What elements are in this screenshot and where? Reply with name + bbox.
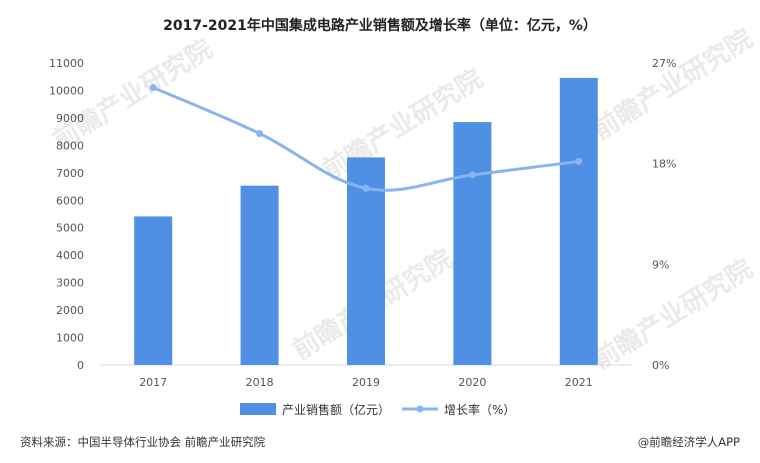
y-right-tick-label: 18% (652, 158, 676, 171)
bar (240, 185, 279, 365)
svg-text:前瞻产业研究院: 前瞻产业研究院 (587, 23, 758, 146)
y-right-tick-label: 27% (652, 57, 676, 70)
bar-series (134, 77, 598, 365)
line-series (149, 84, 583, 192)
legend-label-line: 增长率（%） (444, 402, 515, 417)
y-left-tick-label: 3000 (56, 277, 84, 290)
legend-label-bar: 产业销售额（亿元） (282, 402, 390, 417)
line-point (256, 129, 264, 137)
line-point (468, 171, 476, 179)
chart-title: 2017-2021年中国集成电路产业销售额及增长率（单位：亿元，%） (163, 17, 597, 34)
y-left-tick-label: 7000 (56, 167, 84, 180)
x-tick-label: 2020 (458, 376, 486, 389)
source-text: 资料来源：中国半导体行业协会 前瞻产业研究院 (20, 435, 266, 449)
legend-swatch-marker (416, 405, 424, 413)
y-left-tick-label: 1000 (56, 332, 84, 345)
y-left-tick-label: 4000 (56, 249, 84, 262)
x-tick-label: 2021 (565, 376, 593, 389)
y-left-tick-label: 9000 (56, 112, 84, 125)
y-left-tick-label: 2000 (56, 304, 84, 317)
x-axis: 2017 2018 2019 2020 2021 (139, 376, 593, 389)
bar (347, 157, 385, 365)
brand-text: @前瞻经济学人APP (638, 435, 740, 449)
x-tick-label: 2019 (352, 376, 380, 389)
line-point (149, 84, 157, 92)
y-left-tick-label: 11000 (49, 57, 84, 70)
line-point (575, 157, 583, 165)
legend: 产业销售额（亿元） 增长率（%） (240, 402, 515, 417)
y-left-tick-label: 8000 (56, 139, 84, 152)
y-right-tick-label: 9% (652, 258, 669, 271)
legend-swatch-bar (240, 403, 276, 415)
x-tick-label: 2018 (246, 376, 274, 389)
y-left-tick-label: 5000 (56, 222, 84, 235)
bar (559, 77, 598, 365)
bar (453, 122, 492, 365)
y-left-tick-label: 10000 (49, 84, 84, 97)
y-right-tick-label: 0% (652, 359, 669, 372)
y-left-tick-label: 6000 (56, 194, 84, 207)
y-left-tick-label: 0 (77, 359, 84, 372)
line-point (362, 184, 370, 192)
y-right-axis: 0% 9% 18% 27% (652, 57, 676, 372)
y-left-axis: 0 1000 2000 3000 4000 5000 6000 7000 8000 9000 100… (49, 57, 84, 372)
svg-text:前瞻产业研究院: 前瞻产业研究院 (587, 253, 758, 376)
x-tick-label: 2017 (139, 376, 167, 389)
bar (134, 216, 173, 365)
